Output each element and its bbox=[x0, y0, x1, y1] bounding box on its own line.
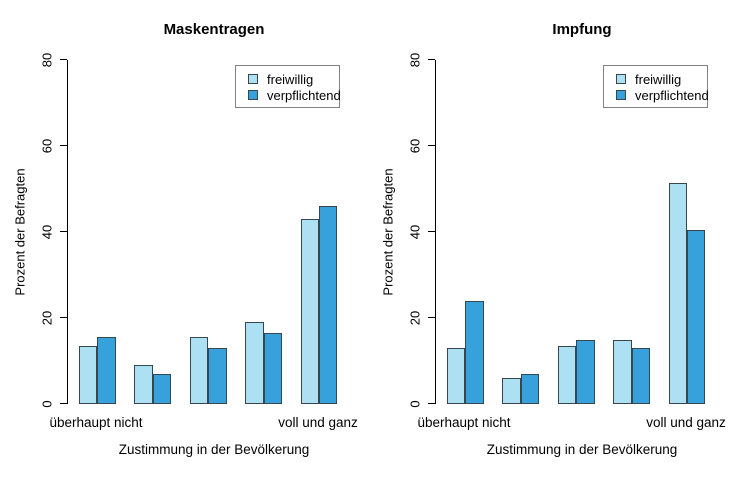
y-tick-label: 80 bbox=[39, 52, 55, 68]
bar-verpflichtend-group-2 bbox=[520, 373, 540, 404]
x-tick-label-left: überhaupt nicht bbox=[49, 415, 143, 430]
x-tick-label-left: überhaupt nicht bbox=[417, 415, 511, 430]
y-tick-label: 60 bbox=[39, 138, 55, 154]
y-tick-mark bbox=[60, 317, 67, 319]
y-tick-mark bbox=[60, 403, 67, 405]
y-tick-mark bbox=[428, 59, 435, 61]
bar-freiwillig-group-4 bbox=[613, 339, 632, 404]
bar-freiwillig-group-3 bbox=[189, 337, 209, 404]
bar-freiwillig-group-4 bbox=[245, 322, 264, 404]
legend-label-verpflichtend: verpflichtend bbox=[267, 87, 341, 103]
x-axis-label: Zustimmung in der Bevölkerung bbox=[118, 442, 310, 457]
y-tick-label: 40 bbox=[407, 224, 423, 240]
chart-panel-maskentragen: Maskentragen Prozent der Befragten 0 20 40… bbox=[0, 0, 367, 480]
y-axis-label: Prozent der Befragten bbox=[12, 168, 28, 296]
bar-freiwillig-group-1 bbox=[447, 348, 466, 404]
chart-panel-impfung: Impfung Prozent der Befragten 0 20 40 60 80 … bbox=[368, 0, 735, 480]
x-axis-label: Zustimmung in der Bevölkerung bbox=[486, 442, 678, 457]
legend: freiwillig verpflichtend bbox=[235, 65, 341, 108]
bar-verpflichtend-group-4 bbox=[631, 348, 650, 404]
legend-swatch-verpflichtend-icon bbox=[616, 90, 626, 100]
legend-label-freiwillig: freiwillig bbox=[267, 71, 314, 87]
legend-swatch-freiwillig-icon bbox=[616, 74, 626, 84]
chart-title: Impfung bbox=[552, 21, 612, 38]
bar-freiwillig-group-3 bbox=[557, 345, 577, 404]
plot-area: 0 20 40 60 80 bbox=[408, 53, 730, 408]
y-tick-mark bbox=[428, 403, 435, 405]
x-tick-label-right: voll und ganz bbox=[646, 415, 726, 430]
legend-item-freiwillig: freiwillig bbox=[248, 71, 339, 87]
legend-label-freiwillig: freiwillig bbox=[635, 71, 682, 87]
y-tick-label: 20 bbox=[39, 310, 55, 326]
y-tick-label: 60 bbox=[407, 138, 423, 154]
bar-verpflichtend-group-4 bbox=[263, 333, 282, 404]
plot-area: 0 20 40 60 80 bbox=[40, 53, 362, 408]
y-tick-label: 80 bbox=[407, 52, 423, 68]
bar-verpflichtend-group-3 bbox=[208, 348, 227, 404]
y-tick-label: 0 bbox=[407, 400, 423, 408]
y-axis-label: Prozent der Befragten bbox=[380, 168, 396, 296]
bar-verpflichtend-group-5 bbox=[687, 229, 706, 404]
bar-verpflichtend-group-5 bbox=[319, 206, 338, 404]
legend-label-verpflichtend: verpflichtend bbox=[635, 87, 709, 103]
bar-freiwillig-group-2 bbox=[134, 365, 153, 404]
y-tick-mark bbox=[60, 59, 67, 61]
bar-freiwillig-group-2 bbox=[502, 378, 521, 404]
bar-verpflichtend-group-1 bbox=[97, 337, 116, 404]
y-tick-mark bbox=[428, 231, 435, 233]
chart-title: Maskentragen bbox=[163, 21, 265, 38]
legend-swatch-verpflichtend-icon bbox=[248, 90, 258, 100]
y-tick-mark bbox=[428, 317, 435, 319]
y-tick-mark bbox=[428, 145, 435, 147]
legend-item-freiwillig: freiwillig bbox=[616, 71, 707, 87]
bar-verpflichtend-group-1 bbox=[465, 300, 484, 404]
y-tick-mark bbox=[60, 145, 67, 147]
bar-verpflichtend-group-2 bbox=[152, 373, 172, 404]
legend: freiwillig verpflichtend bbox=[603, 65, 709, 108]
bar-freiwillig-group-1 bbox=[79, 345, 98, 404]
bar-verpflichtend-group-3 bbox=[576, 339, 595, 404]
bar-freiwillig-group-5 bbox=[668, 182, 687, 404]
legend-item-verpflichtend: verpflichtend bbox=[248, 87, 341, 103]
legend-swatch-freiwillig-icon bbox=[248, 74, 258, 84]
y-tick-label: 0 bbox=[39, 400, 55, 408]
y-tick-mark bbox=[60, 231, 67, 233]
y-tick-label: 20 bbox=[407, 310, 423, 326]
legend-item-verpflichtend: verpflichtend bbox=[616, 87, 709, 103]
x-tick-label-right: voll und ganz bbox=[278, 415, 358, 430]
y-tick-label: 40 bbox=[39, 224, 55, 240]
bar-freiwillig-group-5 bbox=[300, 219, 319, 404]
